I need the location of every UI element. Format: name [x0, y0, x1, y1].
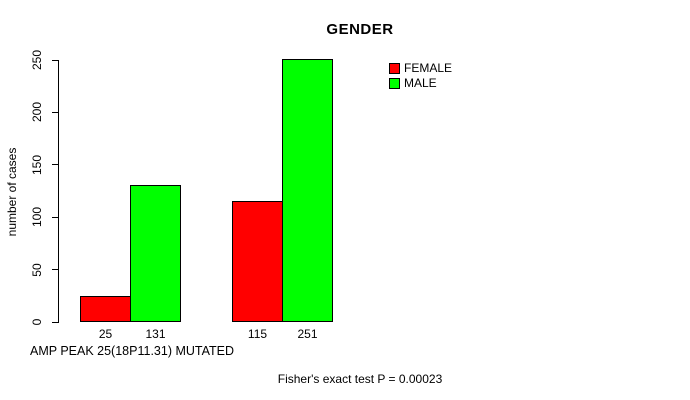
legend-label: MALE — [404, 76, 437, 90]
y-axis-tick-label: 50 — [30, 262, 44, 277]
bar-male-group1 — [130, 184, 181, 322]
y-axis-tick — [52, 321, 58, 323]
chart-title: GENDER — [326, 21, 394, 38]
legend-row-female: FEMALE — [389, 61, 452, 76]
y-axis-line — [58, 60, 59, 323]
annotation-fisher-test: Fisher's exact test P = 0.00023 — [277, 372, 443, 386]
bar-value-label: 131 — [145, 327, 166, 341]
y-axis-tick-label: 200 — [30, 102, 44, 123]
bar-value-label: 115 — [247, 327, 268, 341]
legend-swatch-female — [389, 63, 400, 74]
y-axis-tick-label: 0 — [30, 318, 44, 326]
y-axis-tick-label: 100 — [30, 207, 44, 228]
bar-female-group2 — [232, 201, 283, 322]
legend-label: FEMALE — [404, 61, 453, 75]
y-axis-tick-label: 150 — [30, 154, 44, 175]
bar-value-label: 251 — [297, 327, 318, 341]
y-axis-tick — [52, 216, 58, 218]
x-axis-label: AMP PEAK 25(18P11.31) MUTATED — [30, 344, 235, 358]
y-axis-tick — [52, 59, 58, 61]
y-axis-label: number of cases — [5, 147, 19, 237]
bar-value-label: 25 — [98, 327, 113, 341]
bar-female-group1 — [80, 295, 131, 322]
bar-male-group2 — [282, 58, 333, 322]
y-axis-tick — [52, 111, 58, 113]
legend-row-male: MALE — [389, 76, 452, 91]
y-axis-tick-label: 250 — [30, 49, 44, 71]
legend-swatch-male — [389, 78, 400, 89]
legend: FEMALE MALE — [389, 61, 452, 91]
y-axis-tick — [52, 269, 58, 271]
y-axis-tick — [52, 164, 58, 166]
